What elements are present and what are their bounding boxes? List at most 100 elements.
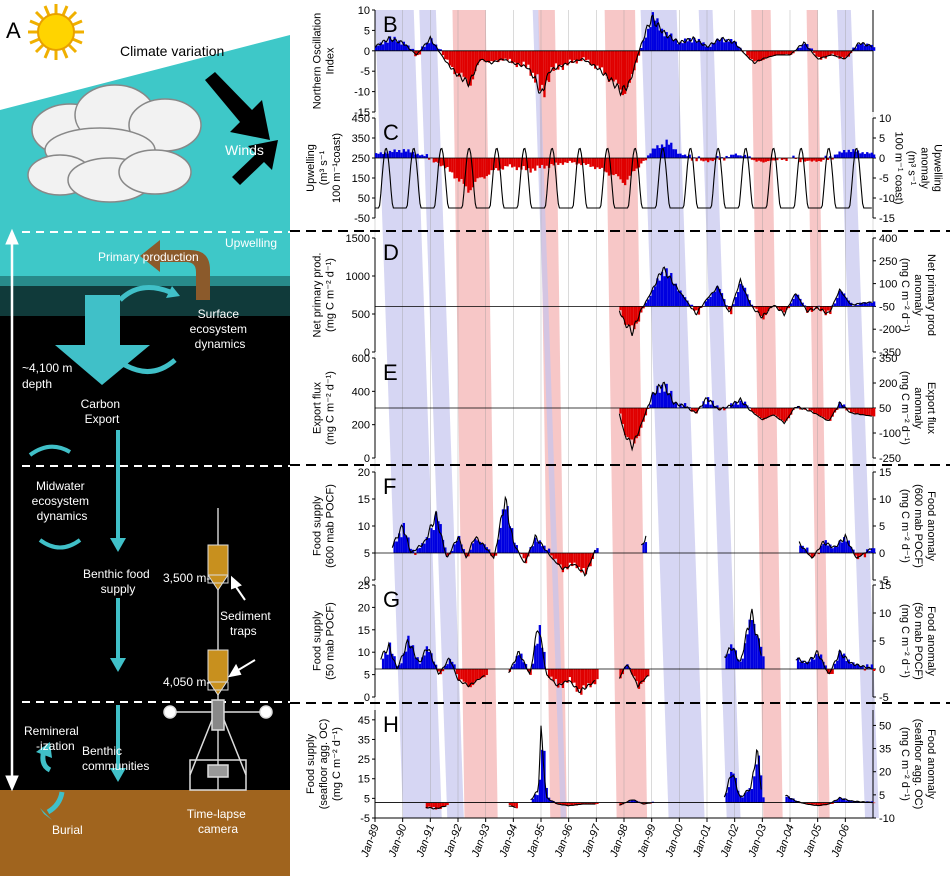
positive-anomaly-bar <box>652 290 654 307</box>
red-period-band <box>538 10 567 818</box>
x-tick-label: Jan-89 <box>359 823 382 860</box>
negative-anomaly-bar <box>832 51 834 54</box>
negative-anomaly-bar <box>562 158 564 165</box>
negative-anomaly-bar <box>615 51 617 80</box>
negative-anomaly-bar <box>451 158 453 172</box>
positive-anomaly-bar <box>672 284 674 307</box>
x-tick-label: Jan-95 <box>525 822 548 859</box>
positive-anomaly-bar <box>666 140 668 158</box>
negative-anomaly-bar <box>626 408 628 437</box>
negative-anomaly-bar <box>612 51 614 82</box>
negative-anomaly-bar <box>868 408 870 416</box>
negative-anomaly-bar <box>760 408 762 418</box>
negative-anomaly-bar <box>506 51 508 61</box>
positive-anomaly-bar <box>398 150 400 158</box>
positive-anomaly-bar <box>672 149 674 158</box>
positive-anomaly-bar <box>423 544 425 553</box>
positive-anomaly-bar <box>755 764 757 802</box>
negative-anomaly-bar <box>486 669 488 675</box>
positive-anomaly-bar <box>419 155 421 158</box>
positive-anomaly-bar <box>668 276 670 306</box>
positive-anomaly-bar <box>400 45 402 51</box>
negative-anomaly-bar <box>783 51 785 55</box>
positive-anomaly-bar <box>762 797 764 802</box>
negative-anomaly-bar <box>571 158 573 163</box>
negative-anomaly-bar <box>449 158 451 172</box>
negative-anomaly-bar <box>569 51 571 60</box>
left-axis-label-line: Northern Oscillation <box>312 13 324 110</box>
left-tick-label: -10 <box>354 87 370 99</box>
negative-anomaly-bar <box>564 669 566 681</box>
negative-anomaly-bar <box>467 158 469 193</box>
positive-anomaly-bar <box>642 41 644 51</box>
positive-anomaly-bar <box>728 654 730 669</box>
positive-anomaly-bar <box>811 657 813 669</box>
negative-anomaly-bar <box>569 669 571 677</box>
right-axis-label-line: Upwelling <box>932 144 944 192</box>
negative-anomaly-bar <box>495 158 497 168</box>
positive-anomaly-bar <box>709 47 711 51</box>
right-axis-label-line: Export flux <box>925 382 937 434</box>
negative-anomaly-bar <box>603 51 605 74</box>
positive-anomaly-bar <box>714 292 716 307</box>
positive-anomaly-bar <box>684 39 686 51</box>
right-tick-label: 350 <box>879 353 897 365</box>
positive-anomaly-bar <box>380 152 382 158</box>
positive-anomaly-bar <box>405 652 407 669</box>
x-tick-label: Jan-00 <box>663 822 686 859</box>
x-tick-label: Jan-92 <box>442 823 465 860</box>
positive-anomaly-bar <box>453 544 455 553</box>
positive-anomaly-bar <box>400 537 402 553</box>
negative-anomaly-bar <box>818 51 820 57</box>
negative-anomaly-bar <box>509 51 511 59</box>
positive-anomaly-bar <box>825 540 827 553</box>
sun-icon <box>28 4 84 60</box>
positive-anomaly-bar <box>836 547 838 553</box>
positive-anomaly-bar <box>645 542 647 553</box>
negative-anomaly-bar <box>495 51 497 60</box>
left-axis-label: Northern OscillationIndex <box>312 13 337 110</box>
positive-anomaly-bar <box>668 37 670 51</box>
positive-anomaly-bar <box>707 299 709 307</box>
negative-anomaly-bar <box>559 51 561 65</box>
negative-anomaly-bar <box>449 51 451 66</box>
negative-anomaly-bar <box>762 158 764 163</box>
negative-anomaly-bar <box>599 51 601 69</box>
right-axis-label-line: (mg C m⁻² d⁻¹) <box>899 258 911 332</box>
right-tick-label: -200 <box>879 324 901 336</box>
positive-anomaly-bar <box>417 154 419 158</box>
negative-anomaly-bar <box>629 408 631 439</box>
negative-anomaly-bar <box>493 51 495 62</box>
left-tick-label: 0 <box>364 46 370 58</box>
negative-anomaly-bar <box>506 158 508 166</box>
negative-anomaly-bar <box>465 669 467 683</box>
negative-anomaly-bar <box>458 51 460 77</box>
negative-anomaly-bar <box>619 408 621 414</box>
positive-anomaly-bar <box>755 635 757 669</box>
positive-anomaly-bar <box>659 393 661 408</box>
negative-anomaly-bar <box>629 158 631 176</box>
left-axis-label: Food supply(seafloor agg. OC)(mg C m⁻² d… <box>305 719 343 809</box>
negative-anomaly-bar <box>465 51 467 79</box>
trap-upper-depth: 3,500 m- <box>163 571 210 585</box>
negative-anomaly-bar <box>486 158 488 176</box>
negative-anomaly-bar <box>760 306 762 316</box>
positive-anomaly-bar <box>640 48 642 51</box>
negative-anomaly-bar <box>479 669 481 678</box>
left-tick-label: 20 <box>358 467 370 479</box>
left-axis-label: Net primary prod.(mg C m⁻² d⁻¹) <box>312 253 337 338</box>
positive-anomaly-bar <box>836 298 838 307</box>
negative-anomaly-bar <box>518 51 520 64</box>
positive-anomaly-bar <box>389 151 391 158</box>
negative-anomaly-bar <box>504 158 506 166</box>
positive-anomaly-bar <box>804 663 806 669</box>
conceptual-diagram: A Climate variation Winds ~4,100 m depth… <box>0 0 290 876</box>
negative-anomaly-bar <box>785 51 787 54</box>
positive-anomaly-bar <box>421 155 423 158</box>
left-tick-label: -5 <box>360 813 370 825</box>
left-axis-label-line: Food supply <box>312 496 324 556</box>
x-tick-label: Jan-96 <box>552 822 575 859</box>
positive-anomaly-bar <box>536 795 538 802</box>
positive-anomaly-bar <box>753 776 755 802</box>
negative-anomaly-bar <box>592 51 594 65</box>
